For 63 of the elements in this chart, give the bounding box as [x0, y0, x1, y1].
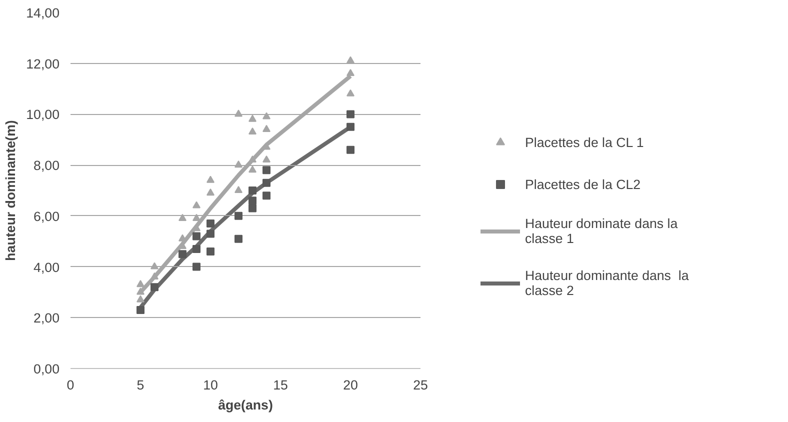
point [346, 110, 354, 118]
x-tick-label: 10 [203, 378, 218, 392]
x-tick-label: 5 [136, 378, 144, 392]
point [136, 295, 144, 302]
point [248, 166, 256, 173]
point [234, 186, 242, 194]
y-tick-label: 14,00 [26, 6, 60, 20]
point [234, 212, 242, 220]
point [346, 56, 354, 64]
point [346, 68, 354, 76]
point [192, 214, 200, 221]
point [192, 262, 200, 271]
point [206, 248, 214, 256]
y-tick-label: 10,00 [26, 107, 60, 122]
x-tick-label: 0 [66, 378, 74, 392]
point [192, 201, 200, 208]
point [178, 214, 186, 221]
point [262, 155, 270, 163]
point [248, 114, 256, 122]
y-tick-label: 8,00 [34, 158, 60, 174]
legend-label: Hauteur dominate dans la classe 1 [525, 216, 678, 246]
point [150, 283, 158, 292]
y-tick-label: 0,00 [34, 362, 60, 376]
x-axis-title: âge(ans) [218, 398, 273, 412]
point [248, 186, 256, 194]
point [234, 160, 242, 168]
point [150, 272, 158, 280]
point [206, 188, 214, 196]
point [150, 262, 158, 270]
point [136, 288, 144, 295]
point [234, 234, 242, 243]
x-tick-label: 20 [343, 378, 358, 392]
point [262, 192, 270, 200]
point [262, 112, 270, 120]
x-tick-label: 15 [273, 378, 288, 392]
y-tick-label: 4,00 [34, 260, 60, 275]
point [248, 196, 256, 205]
legend-label: Hauteur dominante dans la classe 2 [525, 268, 689, 298]
point [262, 166, 270, 174]
point [192, 244, 200, 253]
point [136, 306, 144, 314]
y-tick-label: 6,00 [34, 208, 60, 224]
point [346, 146, 354, 154]
x-tick-label: 25 [413, 378, 428, 392]
point [206, 230, 214, 238]
y-axis-title: hauteur dominante(m) [3, 120, 18, 261]
y-tick-label: 2,00 [34, 310, 60, 326]
point [346, 89, 354, 96]
legend-label: Placettes de la CL2 [525, 176, 641, 192]
point [346, 122, 354, 131]
point [206, 176, 214, 183]
point [248, 127, 256, 135]
point [262, 124, 270, 132]
point [262, 178, 270, 187]
point [234, 110, 242, 117]
point [206, 220, 214, 228]
point [178, 250, 186, 258]
y-tick-label: 12,00 [26, 56, 60, 72]
point [192, 232, 200, 240]
legend-label: Placettes de la CL 1 [525, 134, 644, 150]
point [248, 204, 256, 212]
point [248, 155, 256, 163]
point [136, 280, 144, 288]
